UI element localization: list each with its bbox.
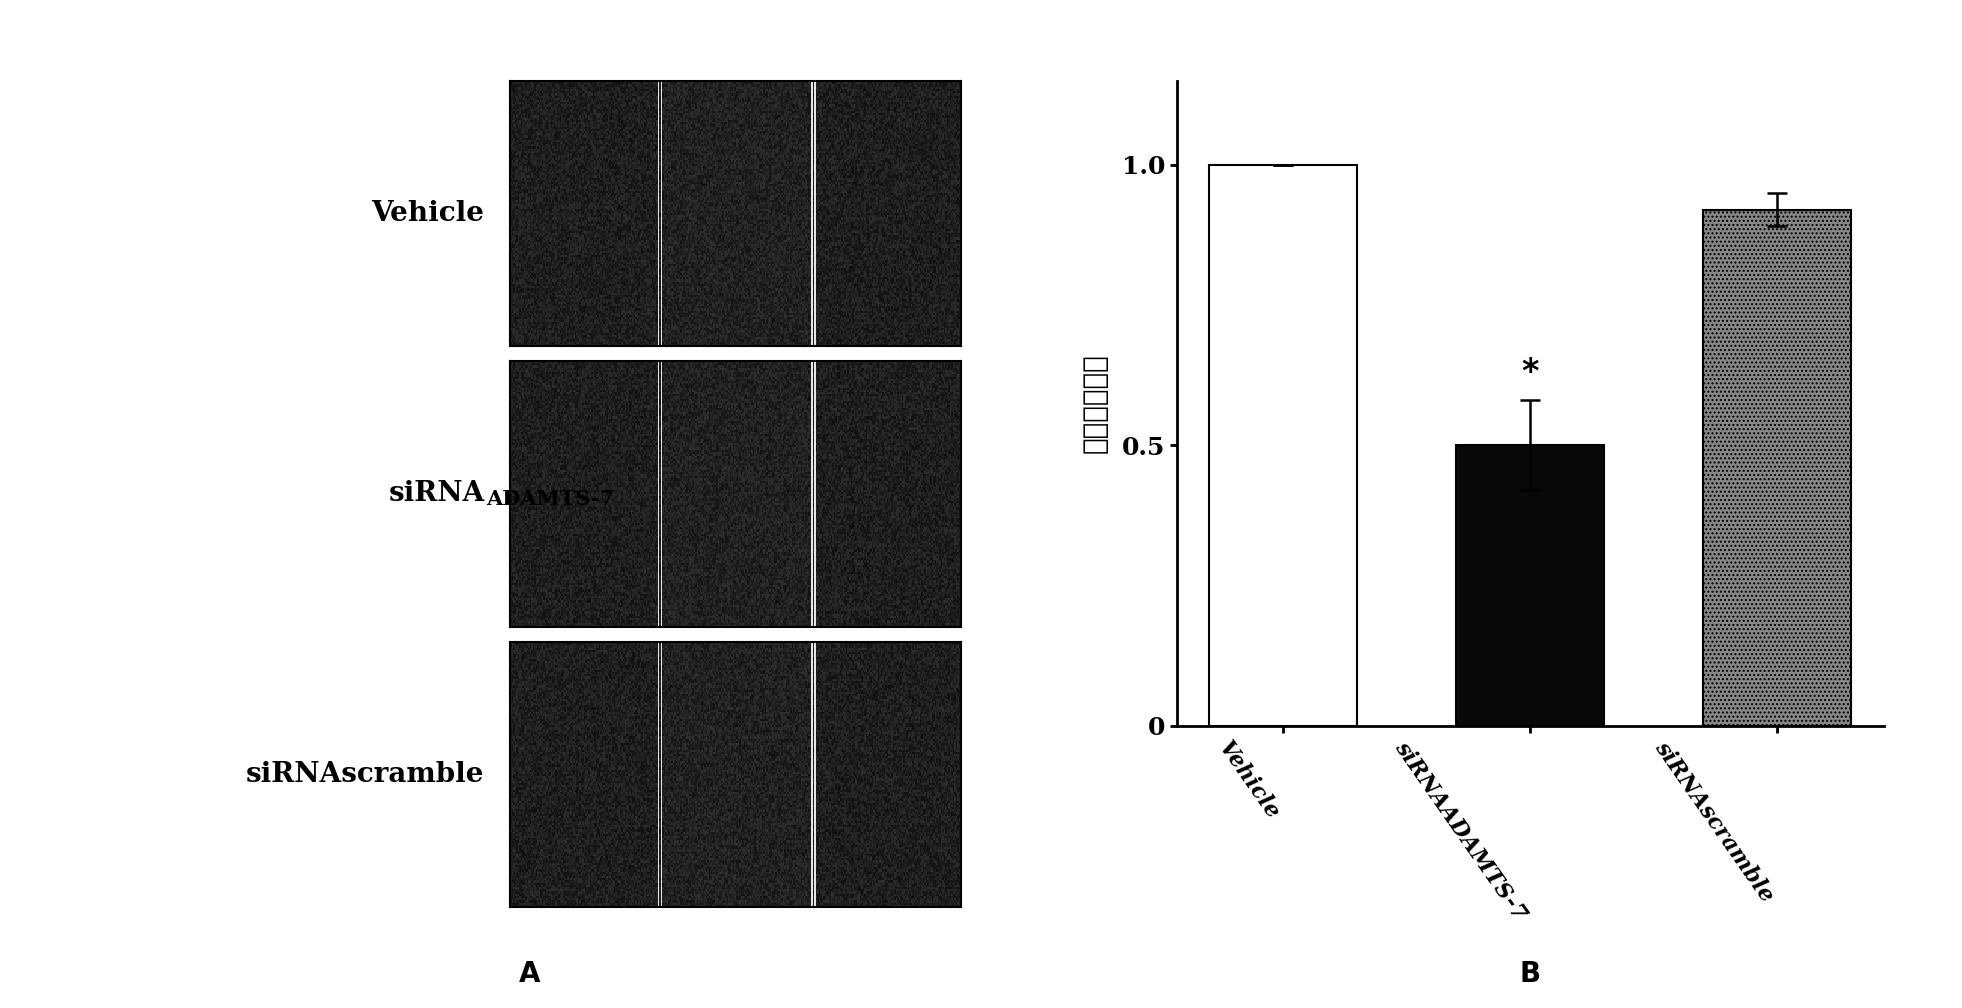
Text: siRNA: siRNA — [388, 481, 485, 507]
Bar — [1209, 164, 1358, 726]
Text: Vehicle: Vehicle — [371, 200, 485, 227]
Bar — [1703, 210, 1852, 726]
Y-axis label: 相对迁移距离: 相对迁移距离 — [1081, 354, 1109, 453]
Text: siRNAscramble: siRNAscramble — [245, 761, 485, 788]
Text: B: B — [1521, 960, 1540, 988]
Text: A: A — [520, 960, 540, 988]
Bar — [1456, 446, 1605, 726]
Text: ADAMTS-7: ADAMTS-7 — [487, 489, 614, 509]
Text: *: * — [1523, 356, 1538, 389]
